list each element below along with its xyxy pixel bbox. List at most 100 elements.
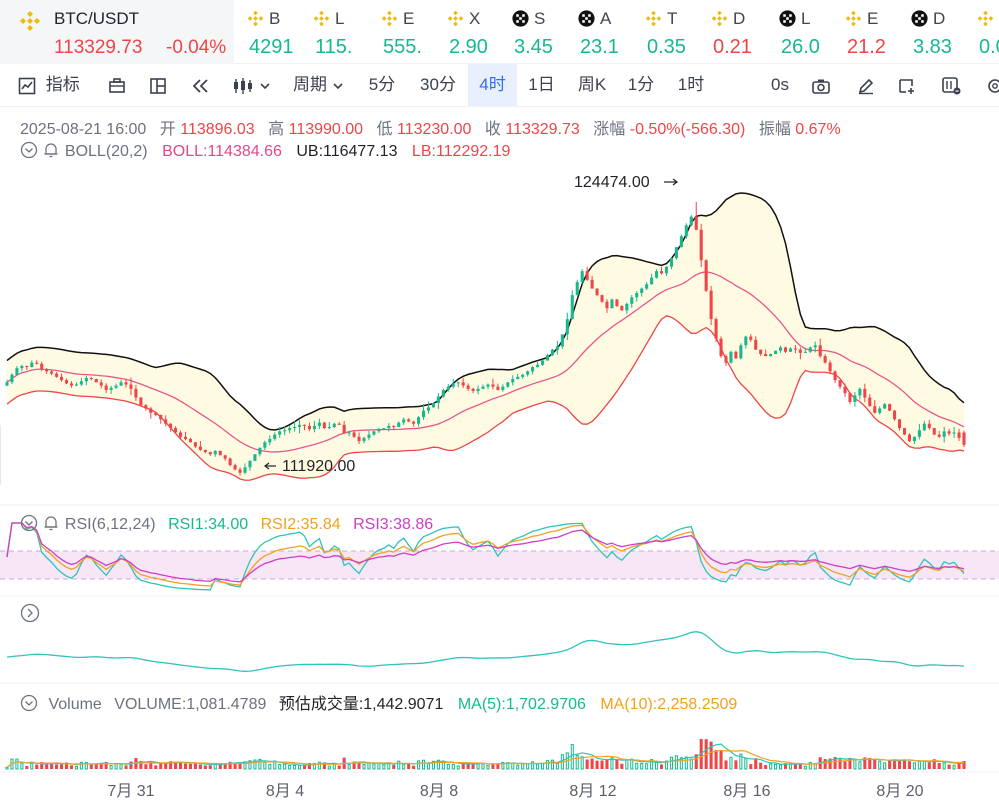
volume-bar: [169, 761, 173, 769]
ticker-item[interactable]: A 23.1: [578, 0, 636, 64]
layout-button[interactable]: [108, 64, 126, 106]
candle-body: [868, 397, 872, 407]
volume-bar: [397, 760, 401, 770]
volume-bar: [461, 762, 465, 769]
ticker-name: S: [534, 9, 546, 28]
candle-body: [590, 279, 594, 289]
volume-bar: [476, 763, 480, 770]
volume-bar: [645, 763, 649, 770]
okx-icon: [512, 10, 529, 32]
volume-bar: [426, 763, 431, 770]
volume-bar: [947, 764, 951, 769]
chart-type-button[interactable]: [232, 64, 271, 106]
candle-body: [10, 374, 14, 383]
interval-tab[interactable]: 周K: [577, 75, 607, 94]
bell-icon[interactable]: [42, 514, 60, 532]
bell-icon[interactable]: [42, 141, 60, 159]
collapse-icon[interactable]: [20, 514, 38, 532]
candle-body: [139, 397, 143, 406]
volume-bar: [650, 759, 654, 770]
volume-bar: [496, 763, 500, 769]
candle-body: [521, 374, 525, 377]
interval-tab[interactable]: 5分: [368, 75, 396, 94]
candle-body: [298, 424, 302, 427]
candle-body: [154, 412, 158, 415]
candle-body: [278, 431, 282, 435]
expand-icon[interactable]: [20, 603, 40, 623]
okx-icon: [911, 10, 928, 32]
draw-button[interactable]: [856, 64, 876, 106]
settings-button[interactable]: [985, 64, 999, 106]
volume-bar: [154, 765, 158, 769]
collapse-icon[interactable]: [20, 694, 38, 712]
ticker-item[interactable]: 0.0: [977, 0, 999, 64]
candle-body: [788, 348, 792, 352]
x-axis: 7月 31 8月 4 8月 8 8月 12 8月 16 8月 20: [107, 783, 923, 800]
volume-bar: [659, 764, 664, 769]
pair-price: 113329.73: [54, 37, 143, 58]
volume-bar: [451, 763, 455, 770]
interval-tab[interactable]: 30分: [420, 75, 456, 94]
ticker-item[interactable]: B 4291: [247, 0, 305, 64]
chart-toolbar: 指标 周期 5分 30分 4时 1日 周K 1分 1时 0s: [0, 64, 999, 107]
amplitude-value: 0.67%: [795, 121, 841, 138]
interval-tab[interactable]: 1日: [528, 75, 555, 94]
ticker-name: L: [801, 9, 811, 28]
volume-bar: [193, 762, 197, 769]
low-value: 113230.00: [397, 121, 472, 138]
volume-bar: [283, 763, 287, 770]
candle-body: [446, 386, 450, 390]
rsi2-value: RSI2:35.84: [260, 516, 341, 533]
indicator-button[interactable]: 指标: [18, 64, 80, 106]
ticker-price: 0.35: [647, 36, 686, 58]
layout-settings-button[interactable]: [941, 64, 963, 106]
volume-bar: [317, 761, 321, 770]
volume-bar: [60, 764, 64, 769]
candle-body: [417, 417, 421, 424]
ticker-item[interactable]: X 2.90: [447, 0, 505, 64]
candle-body: [198, 446, 202, 450]
candle-body: [605, 301, 609, 309]
volume-bar: [99, 763, 103, 769]
candle-body: [377, 429, 381, 432]
ticker-item[interactable]: E 555.: [381, 0, 439, 64]
bar-datetime: 2025-08-21 16:00: [20, 121, 147, 138]
main-pair-card[interactable]: BTC/USDT 113329.73 -0.04%: [0, 0, 234, 64]
volume-bar: [917, 760, 921, 770]
candle-body: [893, 410, 897, 420]
ticker-item[interactable]: L 26.0: [779, 0, 837, 64]
grid-button[interactable]: [149, 64, 167, 106]
period-dropdown[interactable]: 周期: [293, 64, 344, 106]
rewind-button[interactable]: [191, 64, 211, 106]
ticker-item[interactable]: D 3.83: [911, 0, 969, 64]
interval-tab[interactable]: 1分: [627, 75, 655, 94]
ticker-name: A: [600, 9, 612, 28]
collapse-icon[interactable]: [20, 141, 38, 159]
candle-body: [233, 465, 237, 470]
interval-tab[interactable]: 1时: [677, 75, 705, 94]
candle-body: [833, 371, 837, 381]
volume-bar: [778, 764, 783, 770]
candle-body: [719, 338, 723, 357]
grid-layout-icon: [150, 77, 166, 94]
volume-bar: [263, 761, 267, 770]
volume-bar: [531, 761, 535, 770]
volume-ma10-line: [6, 749, 965, 768]
interval-tab[interactable]: 4时: [468, 64, 517, 106]
open-value: 113896.03: [180, 121, 255, 138]
ticker-item[interactable]: D 0.21: [711, 0, 769, 64]
ticker-item[interactable]: L 115.: [313, 0, 371, 64]
volume-bar: [253, 759, 257, 770]
ticker-item[interactable]: T 0.35: [645, 0, 703, 64]
volume-bar: [278, 764, 282, 770]
add-window-button[interactable]: [897, 64, 917, 106]
volume-bar: [352, 761, 356, 769]
ticker-item[interactable]: S 3.45: [512, 0, 570, 64]
volume-bar: [679, 757, 683, 770]
screenshot-button[interactable]: [811, 64, 831, 106]
ticker-item[interactable]: E 21.2: [845, 0, 903, 64]
volume-bar: [79, 761, 83, 770]
candle-body: [84, 377, 88, 382]
candle-body: [838, 380, 842, 387]
